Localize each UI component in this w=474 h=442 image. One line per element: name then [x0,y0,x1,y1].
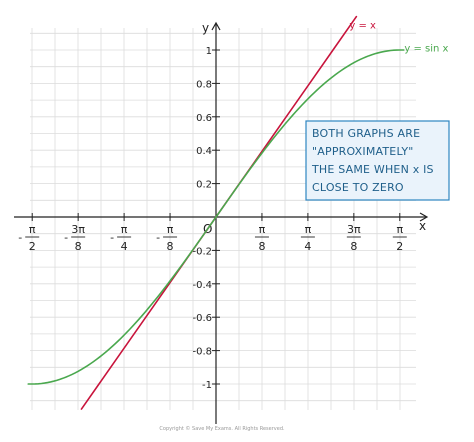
x-tick-label-numerator: π [121,223,128,236]
annotation-box: BOTH GRAPHS ARE "APPROXIMATELY" THE SAME… [305,120,450,201]
y-axis-arrow [211,21,221,31]
x-tick-label-denominator: 8 [167,240,174,253]
y-tick-label: 1 [206,46,212,57]
x-tick-label-numerator: 3π [71,223,85,236]
x-tick-label-numerator: π [396,223,403,236]
x-tick-label-minus: - [64,231,68,244]
y-tick-label: -1 [202,380,212,391]
series [27,15,405,410]
x-tick-label-denominator: 4 [304,240,311,253]
series-label-y-equals-x: y = x [349,20,376,31]
annotation-line-3: THE SAME WHEN x IS [311,163,434,176]
annotation-line-1: BOTH GRAPHS ARE [312,127,420,140]
y-axis-label: y [202,21,209,35]
x-tick-label-minus: - [18,231,22,244]
x-tick-label-denominator: 4 [121,240,128,253]
x-tick-label-denominator: 2 [396,240,403,253]
grid [30,28,416,410]
annotation-line-4: CLOSE TO ZERO [312,181,404,194]
y-tick-label: 0.2 [196,180,212,191]
x-tick-label-minus: - [110,231,114,244]
y-tick-label: -0.2 [192,246,212,257]
x-tick-label-numerator: π [29,223,36,236]
x-tick-label-numerator: π [167,223,174,236]
series-label-y-equals-sin-x: y = sin x [404,44,448,55]
y-tick-label: 0.6 [196,113,212,124]
annotation-line-2: "APPROXIMATELY" [312,145,414,158]
y-tick-label: -0.4 [192,280,212,291]
x-tick-label-denominator: 8 [75,240,82,253]
y-tick-label: -0.8 [192,347,212,358]
ticks: 10.80.60.40.2-0.2-0.4-0.6-0.8-1π2-3π8-π4… [18,46,407,391]
x-tick-label-denominator: 2 [29,240,36,253]
x-tick-label-numerator: π [259,223,266,236]
y-tick-label: 0.8 [196,79,212,90]
x-axis-label: x [419,219,426,233]
y-tick-label: -0.6 [192,313,212,324]
x-tick-label-denominator: 8 [350,240,357,253]
x-tick-label-numerator: 3π [347,223,361,236]
copyright-footer: Copyright © Save My Exams. All Rights Re… [159,425,285,432]
y-tick-label: 0.4 [196,146,212,157]
x-tick-label-denominator: 8 [258,240,265,253]
x-tick-label-minus: - [156,231,160,244]
x-tick-label-numerator: π [305,223,312,236]
annotation-box-border [305,120,450,201]
series-labels: y = x y = sin x [349,20,448,54]
curve-y-equals-sin-x [27,49,405,385]
x-axis-arrow [419,212,429,222]
